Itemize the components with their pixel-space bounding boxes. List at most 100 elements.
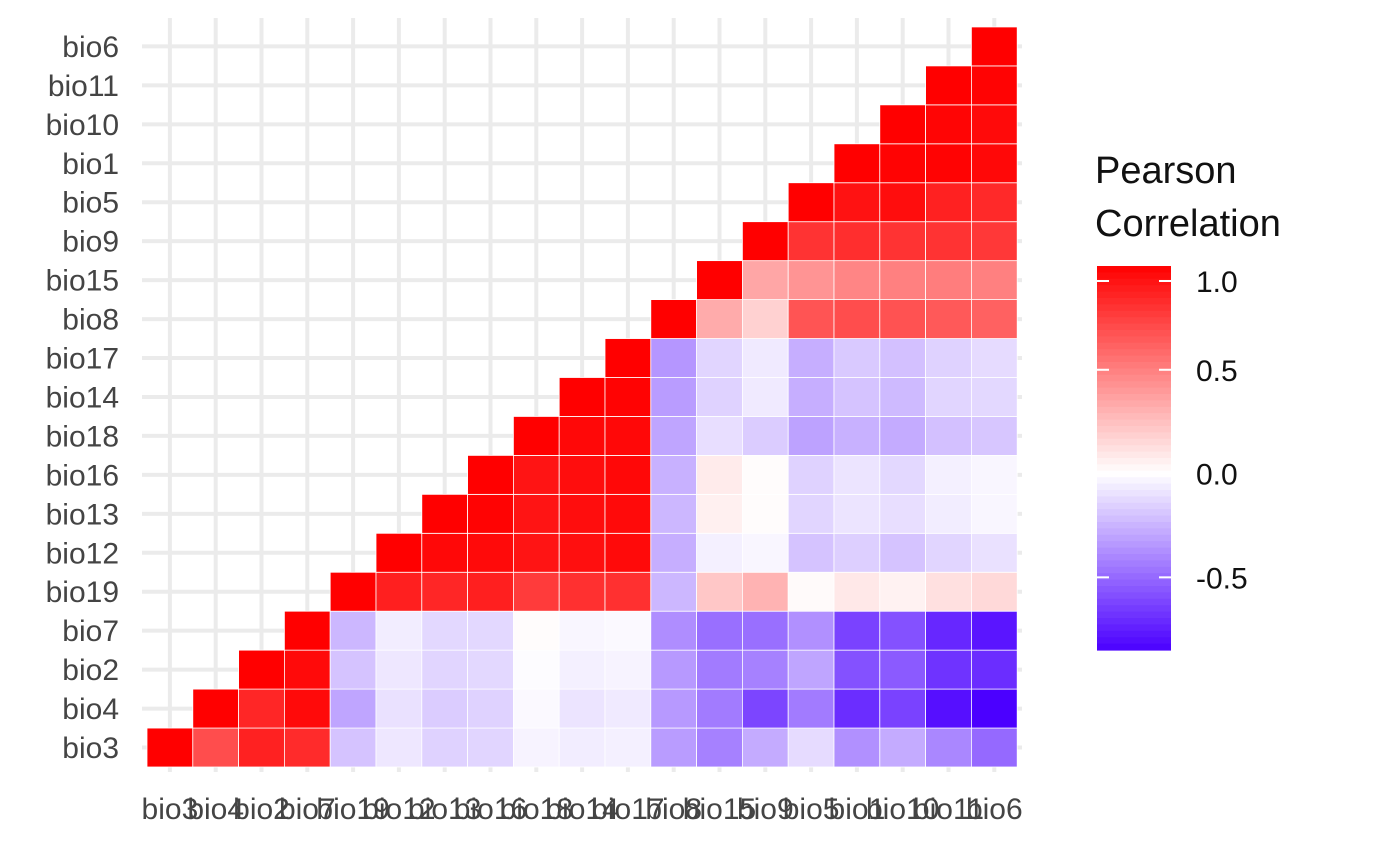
y-tick-label: bio15 (46, 265, 119, 298)
heatmap-cell (467, 688, 514, 729)
heatmap-cell (833, 571, 881, 612)
heatmap-cell (879, 532, 926, 573)
legend-color-step (1097, 406, 1171, 414)
heatmap-cell (467, 571, 514, 612)
heatmap-cell (879, 104, 926, 145)
heatmap-cell (971, 26, 1018, 67)
heatmap-cell (192, 727, 240, 768)
heatmap-cell (879, 260, 926, 300)
heatmap-cell (833, 416, 881, 456)
heatmap-cell (192, 688, 240, 729)
heatmap-cell (787, 416, 835, 456)
heatmap-cell (925, 299, 972, 339)
x-tick-label: bio10 (866, 793, 939, 826)
heatmap-cell (925, 182, 972, 223)
heatmap-cell (879, 727, 926, 768)
legend-color-step (1097, 413, 1171, 421)
heatmap-cell (513, 493, 560, 534)
x-tick-label: bio16 (454, 793, 527, 826)
heatmap-cell (833, 649, 881, 690)
heatmap-cell (971, 532, 1018, 573)
heatmap-cell (329, 727, 377, 768)
heatmap-cell (971, 493, 1018, 534)
heatmap-cell (787, 338, 835, 378)
heatmap-cell (833, 727, 881, 768)
heatmap-cell (742, 454, 789, 495)
y-tick-label: bio8 (62, 304, 119, 337)
heatmap-cell (742, 610, 789, 651)
legend-color-step (1097, 586, 1171, 593)
legend-color-step (1097, 560, 1171, 568)
heatmap-cell (971, 610, 1018, 651)
legend-color-step (1097, 637, 1171, 645)
x-tick-label: bio13 (408, 793, 481, 826)
heatmap-cell (742, 649, 789, 690)
legend-color-step (1097, 541, 1171, 549)
heatmap-cell (971, 454, 1018, 495)
x-tick-label: bio2 (233, 793, 290, 826)
y-tick-label: bio1 (62, 148, 119, 181)
y-axis-labels: bio3 bio4 bio2 bio7 bio19 bio12 bio13 bio16 bio1… (46, 31, 119, 765)
heatmap-cell (513, 649, 560, 690)
heatmap-cell (375, 532, 423, 573)
heatmap-cell (467, 454, 514, 495)
x-tick-label: bio11 (913, 793, 984, 826)
heatmap-cell (604, 454, 652, 495)
y-tick-label: bio4 (62, 693, 119, 726)
y-tick-label: bio7 (62, 615, 119, 648)
y-tick-label: bio12 (46, 537, 119, 570)
x-tick-label: bio19 (316, 793, 389, 826)
heatmap-cell (604, 532, 652, 573)
heatmap-cell (925, 416, 972, 456)
heatmap-cell (879, 688, 926, 729)
heatmap-cell (604, 688, 652, 729)
heatmap-cell (742, 493, 789, 534)
heatmap-cell (925, 221, 972, 262)
heatmap-cell (513, 416, 560, 456)
heatmap-cell (787, 221, 835, 262)
legend-color-step (1097, 592, 1171, 600)
legend-color-step (1097, 470, 1171, 478)
heatmap-cell (879, 493, 926, 534)
heatmap-cell (513, 454, 560, 495)
heatmap-cell (925, 649, 972, 690)
legend-tick-label: 0.5 (1196, 355, 1238, 388)
heatmap-cell (604, 571, 652, 612)
heatmap-cell (742, 377, 789, 417)
legend-color-step (1097, 291, 1171, 299)
heatmap-cell (650, 338, 697, 378)
legend-color-step (1097, 464, 1171, 472)
heatmap-cell (787, 727, 835, 768)
heatmap-cell (925, 454, 972, 495)
heatmap-cell (375, 688, 423, 729)
heatmap-cell (971, 65, 1018, 106)
legend-color-step (1097, 374, 1171, 382)
x-tick-label: bio9 (737, 793, 794, 826)
heatmap-cell (238, 649, 285, 690)
legend-color-step (1097, 266, 1171, 273)
legend-color-step (1097, 272, 1171, 280)
heatmap-cell (833, 143, 881, 184)
legend-ticks: 1.0 0.5 0.0 -0.5 (1097, 266, 1248, 595)
heatmap-cell (696, 299, 743, 339)
heatmap-cell (971, 338, 1018, 378)
legend-color-step (1097, 368, 1171, 376)
heatmap-cell (558, 416, 606, 456)
heatmap-cell (742, 299, 789, 339)
heatmap-cell (558, 571, 606, 612)
heatmap-cell (421, 727, 468, 768)
y-tick-label: bio9 (62, 226, 119, 259)
heatmap-cell (650, 493, 697, 534)
heatmap-cell (925, 377, 972, 417)
heatmap-cell (513, 571, 560, 612)
legend-color-step (1097, 490, 1171, 497)
heatmap-cell (787, 571, 835, 612)
heatmap-cell (375, 727, 423, 768)
x-tick-label: bio18 (500, 793, 573, 826)
heatmap-cell (925, 493, 972, 534)
legend-title-line2: Correlation (1095, 203, 1281, 245)
heatmap-cell (283, 649, 331, 690)
legend-color-step (1097, 630, 1171, 638)
heatmap-cell (329, 571, 377, 612)
x-axis-labels: bio3bio4bio2bio7bio19bio12bio13bio16bio1… (142, 793, 1023, 826)
